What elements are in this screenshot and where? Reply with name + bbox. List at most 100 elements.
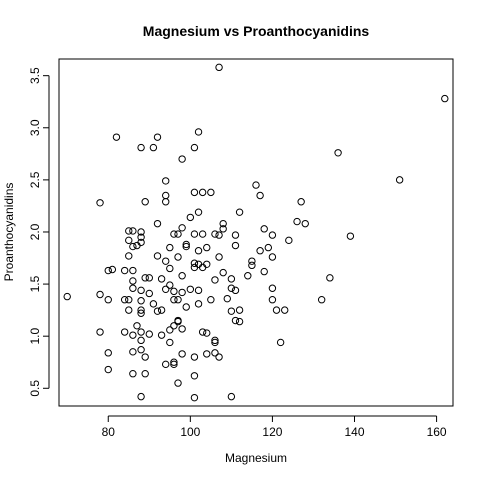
data-point: [198, 328, 207, 336]
data-point: [145, 330, 153, 338]
data-point: [317, 296, 326, 304]
data-point: [129, 284, 137, 292]
data-point: [281, 306, 289, 314]
data-point: [137, 392, 145, 401]
data-point: [178, 288, 186, 297]
data-point: [268, 284, 277, 292]
y-tick-label: 3.5: [28, 67, 42, 84]
data-point: [170, 358, 178, 366]
data-point: [141, 274, 149, 282]
data-point: [276, 338, 285, 347]
data-point: [186, 213, 195, 222]
data-point: [162, 285, 170, 293]
data-point: [235, 317, 244, 326]
data-point: [96, 199, 104, 207]
data-point: [178, 155, 186, 163]
data-point: [145, 289, 153, 298]
data-point: [194, 208, 203, 216]
data-point: [157, 306, 166, 314]
data-point: [231, 316, 240, 325]
data-point: [178, 325, 186, 333]
y-tick-label: 1.0: [28, 328, 42, 345]
data-point: [190, 263, 199, 272]
data-point: [104, 266, 112, 275]
data-point: [153, 252, 162, 260]
data-point: [137, 346, 145, 354]
data-point: [190, 143, 199, 152]
data-point: [170, 360, 178, 369]
data-point: [162, 177, 170, 185]
data-point: [194, 247, 203, 255]
data-point: [170, 296, 178, 304]
data-point: [125, 252, 133, 260]
data-point: [153, 133, 162, 141]
data-point: [166, 264, 174, 273]
x-tick-label: 160: [427, 425, 447, 439]
plot-frame: [58, 58, 454, 407]
data-point: [166, 326, 174, 334]
data-point: [137, 143, 145, 152]
data-point: [190, 353, 199, 361]
data-point: [235, 306, 244, 314]
data-point: [285, 236, 293, 245]
data-point: [125, 236, 133, 245]
data-point: [174, 296, 182, 304]
chart-title: Magnesium vs Proanthocyanidins: [143, 23, 370, 39]
data-point: [190, 230, 199, 238]
data-point: [211, 349, 219, 357]
data-point: [441, 94, 449, 103]
data-point: [219, 225, 227, 233]
data-point: [219, 268, 227, 277]
data-points: [63, 63, 449, 402]
data-point: [301, 219, 309, 228]
data-point: [260, 267, 268, 276]
data-point: [166, 281, 174, 289]
x-axis-label: Magnesium: [225, 451, 287, 465]
data-point: [166, 243, 174, 252]
data-point: [149, 143, 158, 152]
data-point: [268, 296, 277, 304]
data-point: [112, 133, 121, 141]
data-point: [326, 274, 334, 282]
data-point: [264, 243, 273, 252]
data-point: [137, 233, 145, 241]
data-point: [162, 191, 170, 200]
data-point: [137, 336, 145, 345]
data-point: [174, 316, 182, 325]
data-point: [268, 231, 277, 239]
data-point: [166, 338, 174, 347]
y-axis-label: Proanthocyanidins: [2, 183, 16, 282]
data-point: [178, 224, 186, 232]
data-point: [120, 296, 129, 304]
data-point: [182, 240, 190, 249]
data-point: [244, 272, 252, 280]
y-tick-label: 2.0: [28, 223, 42, 240]
data-point: [104, 296, 112, 304]
data-point: [141, 369, 149, 378]
data-point: [129, 331, 137, 339]
y-tick-label: 2.5: [28, 171, 42, 188]
data-point: [268, 253, 277, 261]
data-point: [235, 208, 244, 216]
data-point: [194, 286, 203, 295]
data-point: [211, 230, 219, 238]
data-point: [162, 257, 170, 265]
data-point: [174, 253, 182, 261]
data-point: [190, 372, 199, 380]
data-point: [104, 365, 112, 374]
data-point: [137, 328, 145, 336]
data-point: [227, 307, 236, 315]
data-point: [96, 328, 104, 336]
data-point: [170, 230, 178, 238]
data-point: [203, 329, 211, 337]
data-point: [194, 128, 203, 136]
data-point: [108, 265, 117, 274]
data-point: [395, 176, 404, 184]
data-point: [157, 331, 166, 339]
data-point: [198, 188, 207, 197]
data-point: [137, 309, 145, 317]
data-point: [211, 276, 219, 284]
data-point: [223, 294, 231, 303]
data-point: [141, 198, 149, 206]
data-point: [293, 217, 301, 226]
